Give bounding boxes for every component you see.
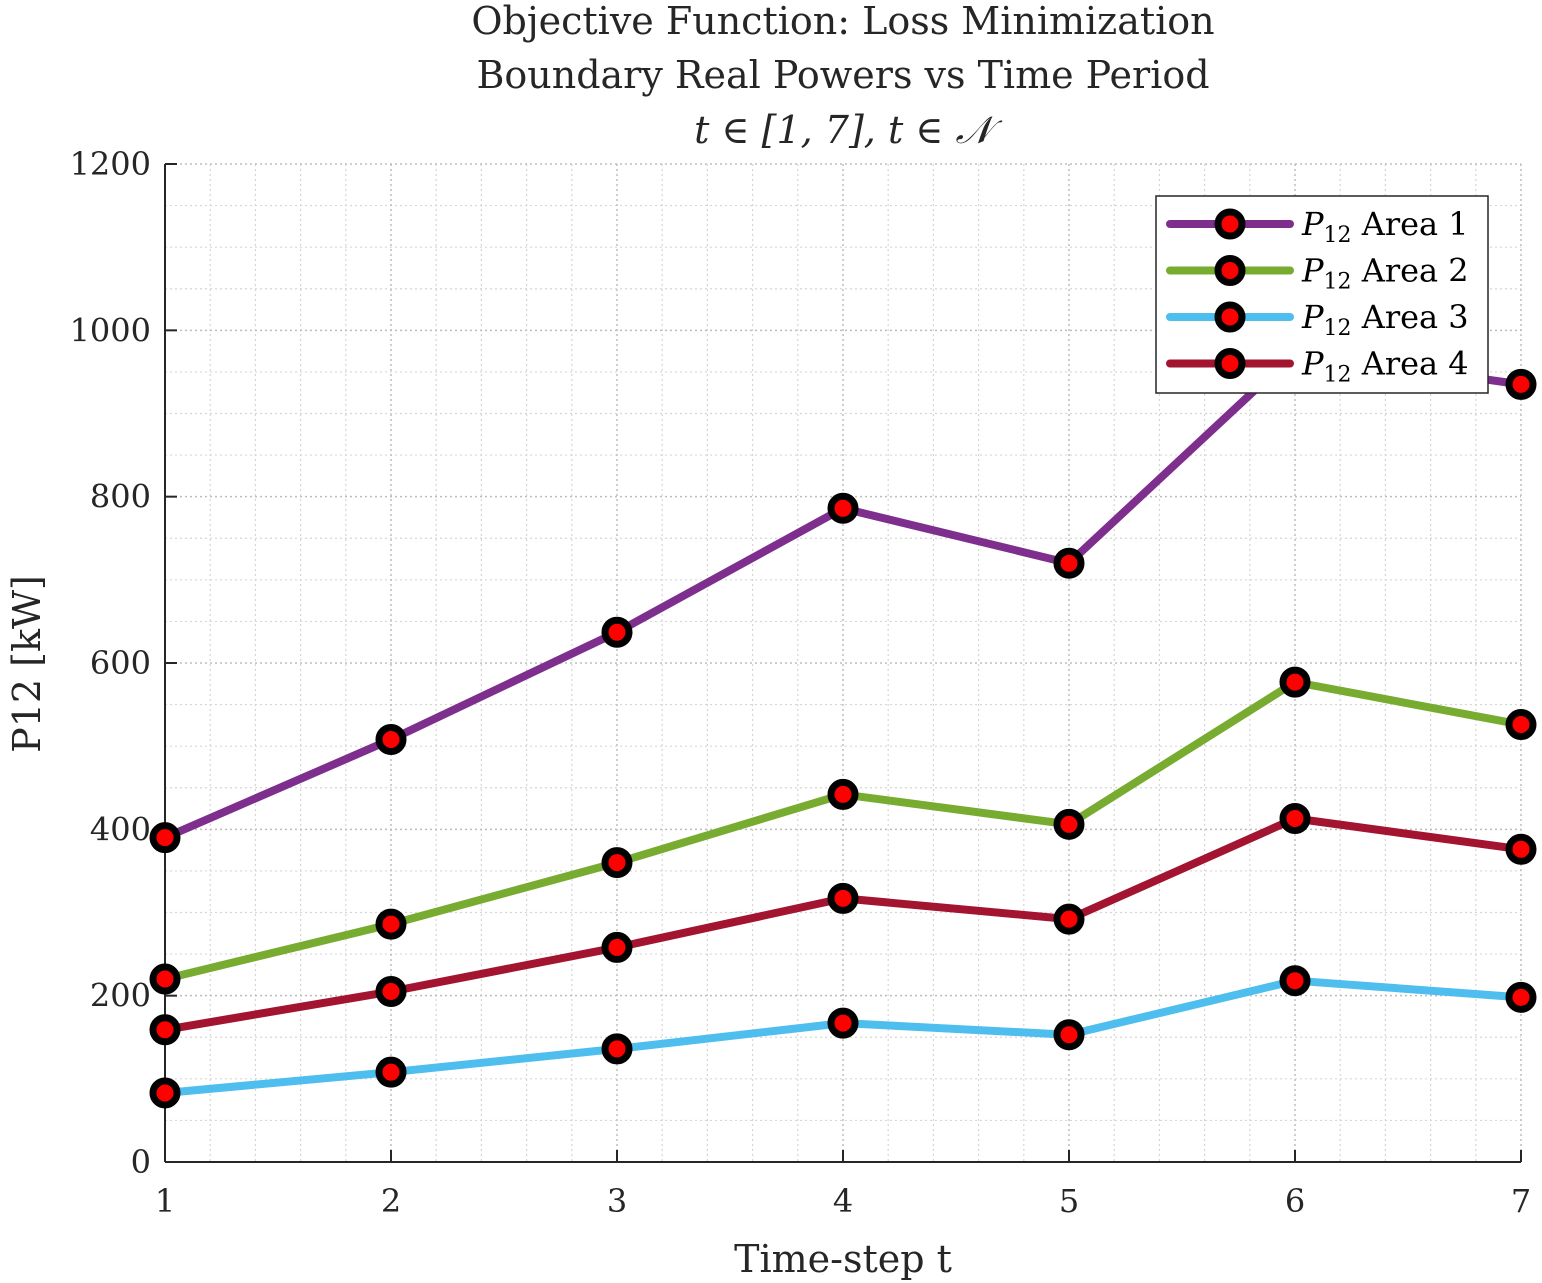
- x-tick-label: 3: [607, 1182, 627, 1220]
- data-point: [1505, 833, 1537, 865]
- data-point: [149, 822, 181, 854]
- data-point: [1053, 1019, 1085, 1051]
- data-point: [601, 616, 633, 648]
- data-point: [375, 908, 407, 940]
- data-point: [375, 976, 407, 1008]
- y-tick-label: 600: [90, 644, 151, 682]
- data-point: [375, 724, 407, 756]
- legend-label: P12 Area 2: [1301, 252, 1469, 295]
- axes: [164, 163, 1522, 1163]
- legend-entry-area-2: P12 Area 2: [1166, 252, 1469, 295]
- y-tick-label: 1200: [70, 145, 151, 183]
- legend-marker-swatch: [1214, 208, 1246, 240]
- data-point: [1053, 547, 1085, 579]
- y-tick-label: 200: [90, 977, 151, 1015]
- legend-label: P12 Area 1: [1301, 205, 1469, 248]
- legend-label: P12 Area 4: [1301, 345, 1469, 388]
- data-point: [827, 1007, 859, 1039]
- data-point: [1505, 368, 1537, 400]
- series-area-2: [149, 666, 1537, 995]
- y-tick-label: 400: [90, 810, 151, 848]
- series-layer: [149, 337, 1537, 1109]
- data-point: [601, 931, 633, 963]
- x-tick-label: 7: [1511, 1182, 1531, 1220]
- legend-marker-swatch: [1214, 255, 1246, 286]
- legend-entry-area-3: P12 Area 3: [1166, 298, 1469, 341]
- data-point: [1505, 709, 1537, 741]
- tick-labels: 1 2 3 4 5 6 7 0 200 400 600 800 1000 1200: [70, 145, 1532, 1220]
- legend-entry-area-1: P12 Area 1: [1166, 205, 1469, 248]
- x-tick-label: 6: [1285, 1182, 1305, 1220]
- y-axis-label: P12 [kW]: [5, 575, 49, 753]
- data-point: [1505, 981, 1537, 1013]
- y-tick-label: 1000: [70, 311, 151, 349]
- data-point: [149, 1077, 181, 1109]
- data-point: [601, 847, 633, 879]
- x-tick-label: 5: [1059, 1182, 1079, 1220]
- data-point: [1279, 965, 1311, 997]
- y-tick-label: 0: [131, 1143, 151, 1181]
- chart-title-line-2: Boundary Real Powers vs Time Period: [476, 53, 1209, 97]
- legend-label: P12 Area 3: [1301, 298, 1469, 341]
- data-point: [1279, 803, 1311, 835]
- x-axis-label: Time-step t: [734, 1237, 952, 1281]
- series-area-4: [149, 803, 1537, 1046]
- data-point: [149, 963, 181, 995]
- data-point: [827, 882, 859, 914]
- chart-title-line-1: Objective Function: Loss Minimization: [471, 0, 1214, 43]
- legend-marker-swatch: [1214, 301, 1246, 333]
- data-point: [375, 1056, 407, 1088]
- x-tick-label: 2: [381, 1182, 401, 1220]
- legend-entry-area-4: P12 Area 4: [1166, 345, 1469, 388]
- data-point: [601, 1033, 633, 1065]
- data-point: [149, 1014, 181, 1046]
- chart-title-line-3: t ∈ [1, 7], t ∈ 𝒩: [694, 108, 1003, 152]
- series-area-3: [149, 965, 1537, 1109]
- y-tick-label: 800: [90, 478, 151, 516]
- data-point: [1053, 903, 1085, 935]
- x-tick-label: 1: [155, 1182, 175, 1220]
- data-point: [827, 778, 859, 810]
- x-tick-label: 4: [833, 1182, 853, 1220]
- data-point: [827, 492, 859, 524]
- data-point: [1279, 666, 1311, 698]
- legend-marker-swatch: [1214, 348, 1246, 379]
- data-point: [1053, 808, 1085, 840]
